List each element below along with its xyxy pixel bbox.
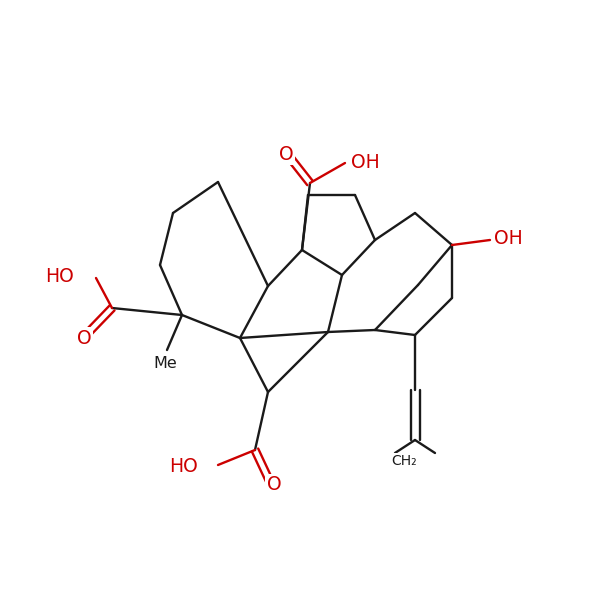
Text: Me: Me [153, 355, 177, 370]
Text: O: O [266, 475, 281, 494]
Text: HO: HO [169, 457, 198, 476]
Text: O: O [278, 145, 293, 163]
Text: CH₂: CH₂ [391, 454, 416, 468]
Text: OH: OH [350, 152, 379, 172]
Text: O: O [77, 329, 91, 347]
Text: OH: OH [494, 229, 523, 248]
Text: HO: HO [45, 268, 74, 286]
